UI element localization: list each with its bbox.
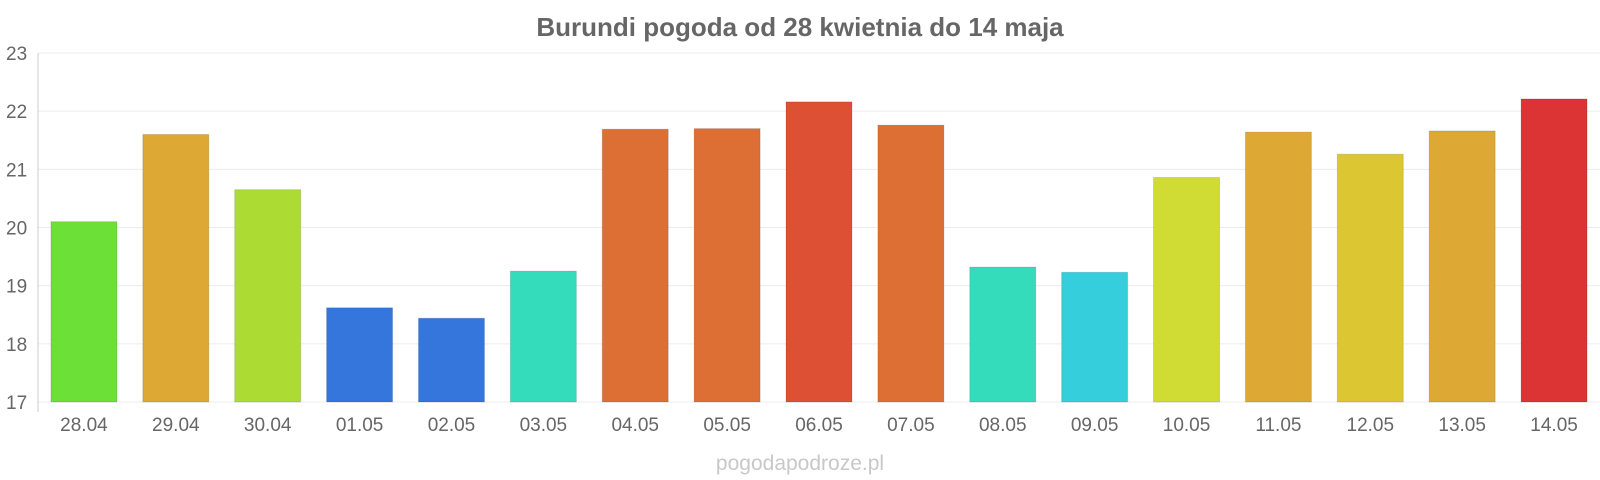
x-tick-label: 03.05 [520,415,568,436]
y-tick-label: 22 [6,102,27,123]
bar-03.05 [509,270,577,403]
bar-11.05 [1244,131,1312,403]
x-tick-label: 07.05 [887,415,935,436]
bar-30.04 [234,189,302,403]
bar-13.05 [1428,130,1496,403]
x-tick-label: 01.05 [336,415,384,436]
bar-02.05 [417,317,485,403]
y-axis: 17 18 19 20 21 22 23 [6,44,39,414]
x-tick-label: 02.05 [428,415,476,436]
bar-08.05 [969,266,1037,403]
y-tick-label: 21 [6,160,27,181]
y-tick-label: 19 [6,277,27,298]
bar-28.04 [50,221,118,403]
x-tick-label: 29.04 [152,415,200,436]
bar-04.05 [601,128,669,403]
x-tick-label: 09.05 [1071,415,1119,436]
bar-05.05 [693,128,761,403]
x-tick-label: 06.05 [795,415,843,436]
bar-10.05 [1153,176,1221,403]
x-tick-label: 12.05 [1347,415,1395,436]
x-tick-label: 05.05 [703,415,751,436]
y-tick-label: 20 [6,219,27,240]
x-tick-label: 08.05 [979,415,1027,436]
x-tick-label: 14.05 [1530,415,1578,436]
x-tick-label: 10.05 [1163,415,1211,436]
chart-title: Burundi pogoda od 28 kwietnia do 14 maja [536,12,1064,42]
x-axis: 28.04 29.04 30.04 01.05 02.05 03.05 04.05 05.05… [60,415,1578,436]
y-tick-label: 18 [6,335,27,356]
bar-29.04 [142,133,210,403]
x-tick-label: 13.05 [1438,415,1486,436]
bar-07.05 [877,124,945,403]
bar-01.05 [326,307,394,403]
x-tick-label: 11.05 [1255,415,1301,436]
bars [50,98,1588,403]
y-tick-label: 17 [6,393,27,414]
bar-06.05 [785,101,853,403]
bar-14.05 [1520,98,1588,403]
y-tick-label: 23 [6,44,27,65]
x-tick-label: 28.04 [60,415,108,436]
watermark: pogodapodroze.pl [716,452,884,475]
x-tick-label: 04.05 [611,415,659,436]
bar-12.05 [1336,153,1404,403]
x-tick-label: 30.04 [244,415,292,436]
bar-09.05 [1061,271,1129,403]
